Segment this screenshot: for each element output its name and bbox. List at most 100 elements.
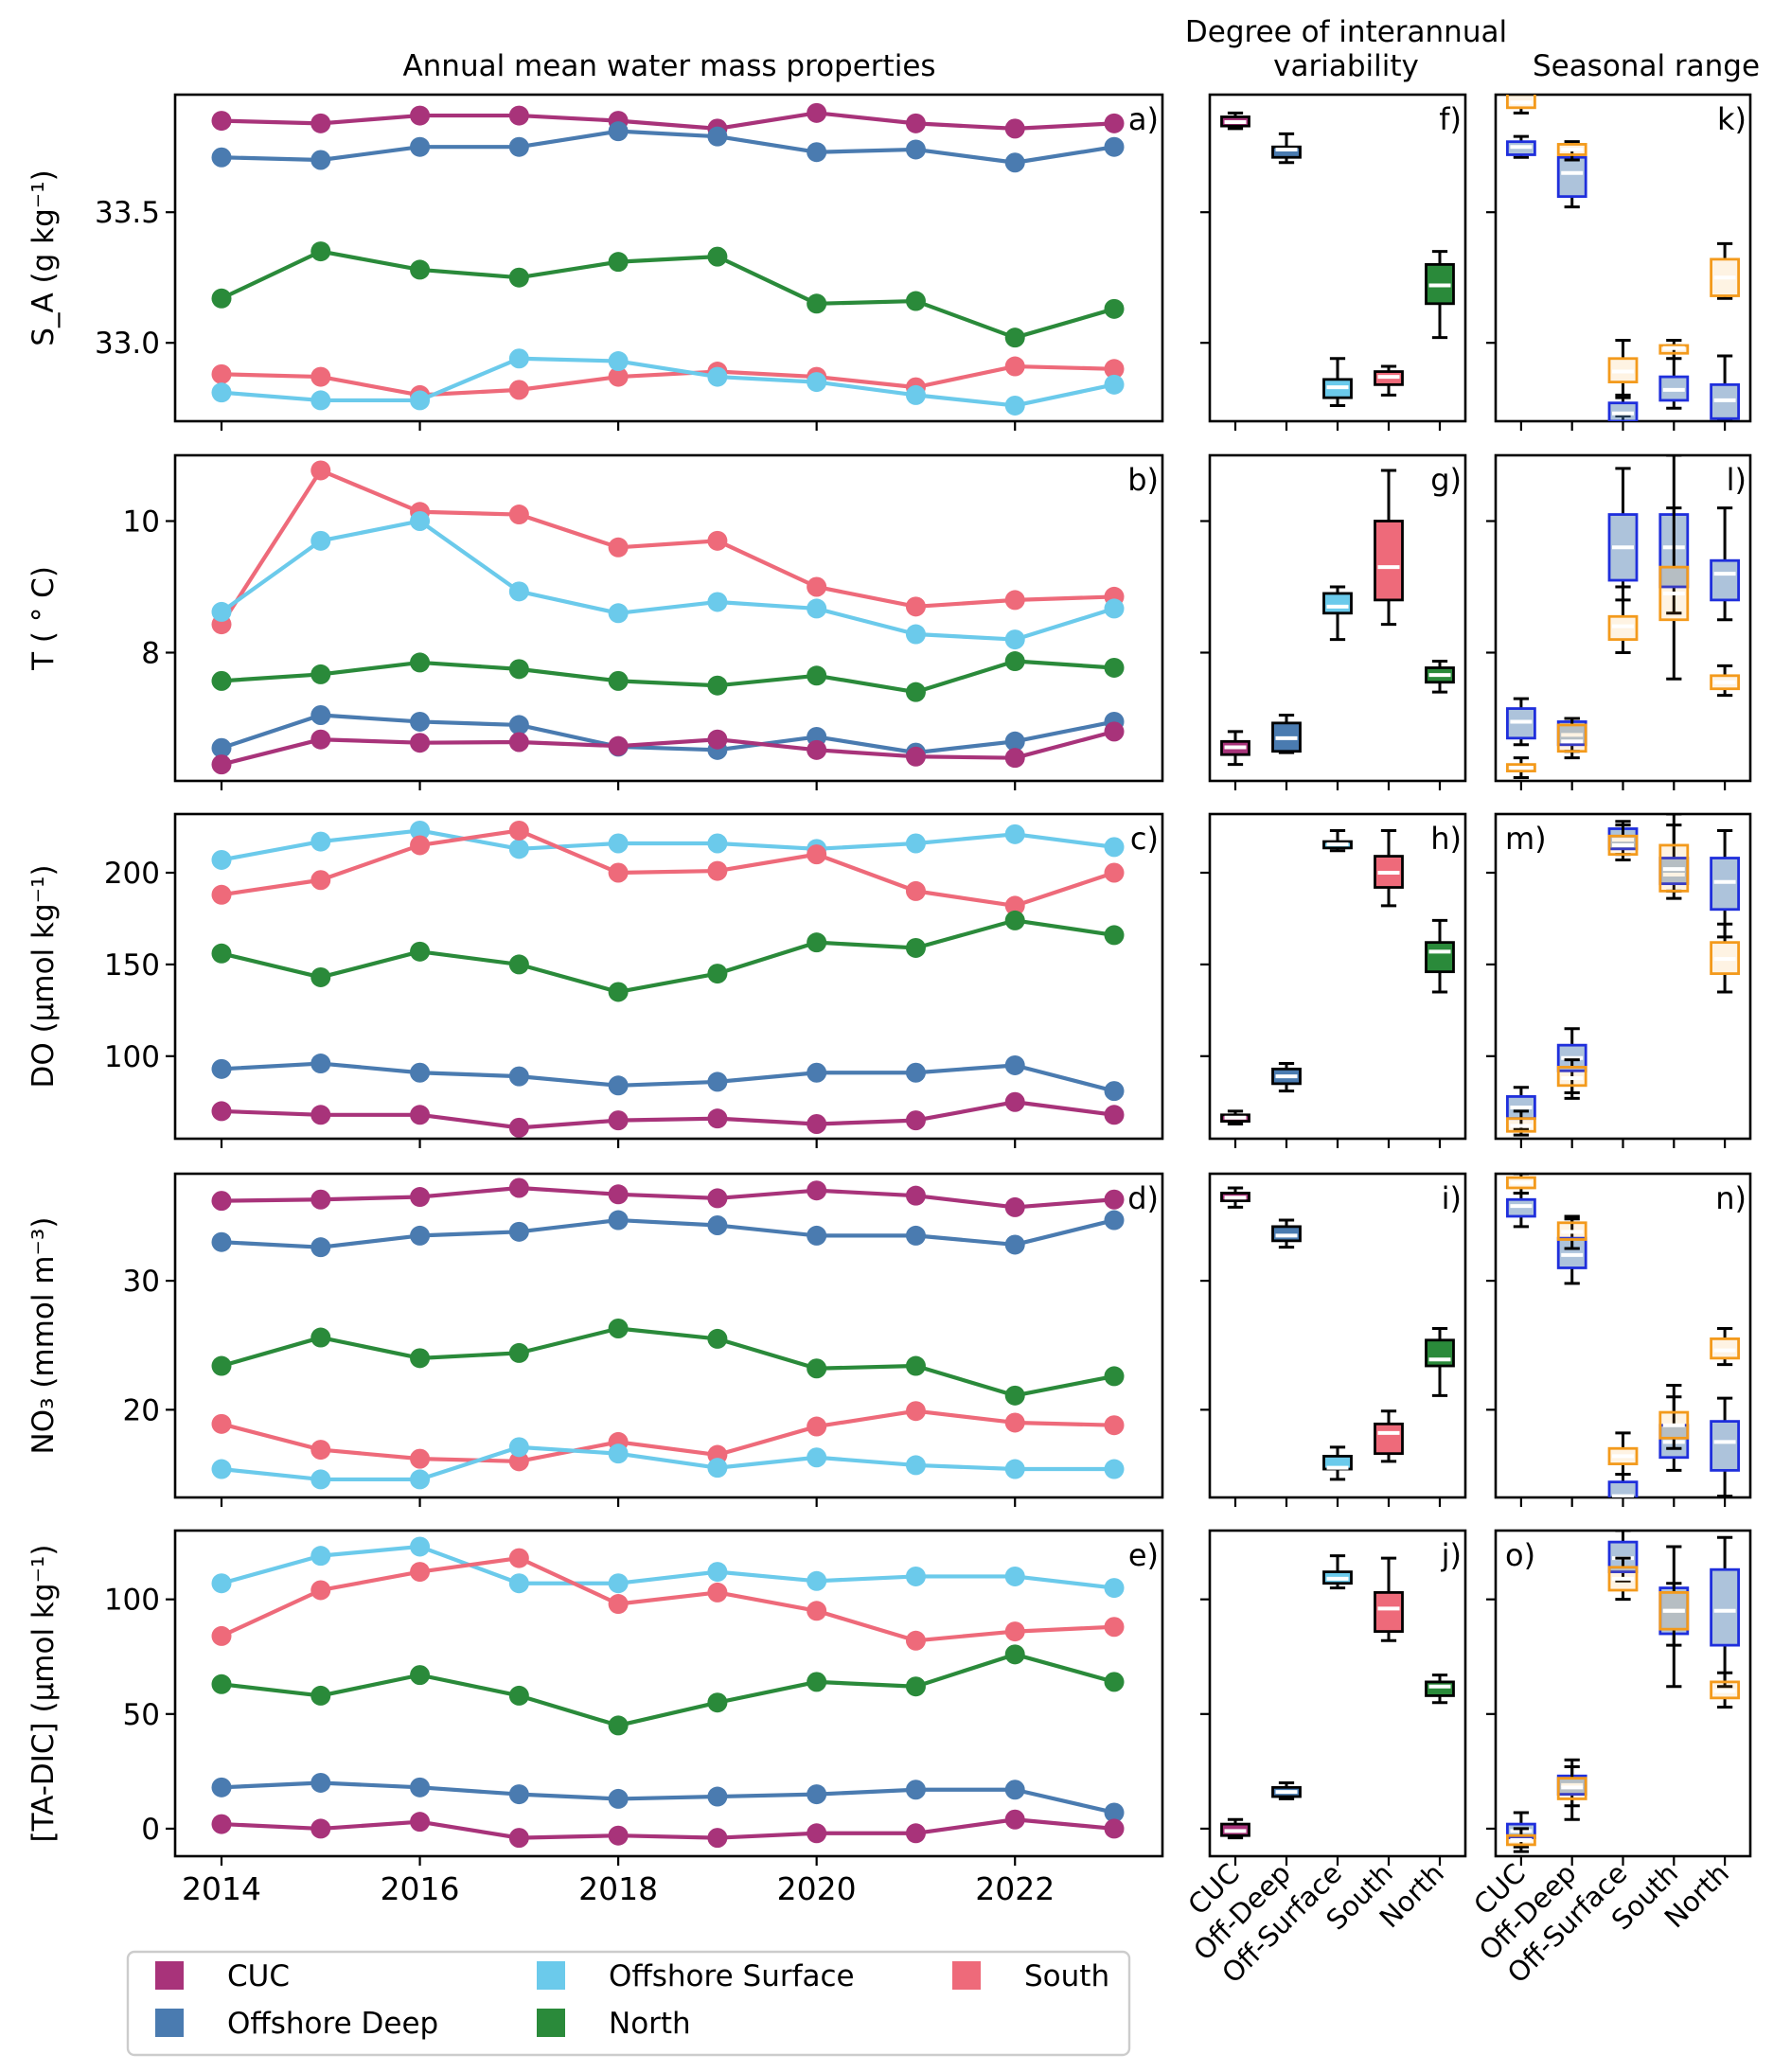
- series-line-north: [221, 1326, 1115, 1398]
- data-point-offshore-surface-2019: [707, 592, 728, 612]
- box-seasonal-cuc-blue: [1506, 134, 1536, 159]
- box-interannual-off-surface: [1322, 585, 1353, 642]
- data-point-offshore-deep-2022: [1004, 152, 1025, 173]
- data-point-offshore-deep-2019: [707, 1215, 728, 1236]
- data-point-cuc-2015: [310, 1818, 331, 1839]
- data-point-offshore-surface-2020: [807, 1570, 827, 1591]
- line-panel-1: [211, 102, 1125, 416]
- box-interannual-off-surface: [1322, 1554, 1353, 1590]
- data-point-south-2021: [905, 1630, 926, 1651]
- axes-frame-line: [173, 1529, 1164, 1858]
- data-point-north-2016: [410, 1665, 431, 1686]
- box-seasonal-south-orange: [1658, 1383, 1690, 1450]
- data-point-south-2017: [508, 505, 529, 525]
- box-interannual-off-surface: [1322, 357, 1353, 407]
- box-seasonal-cuc-blue: [1506, 1086, 1536, 1131]
- series-line-south: [221, 1555, 1115, 1643]
- data-point-cuc-2022: [1004, 1809, 1025, 1830]
- box-seasonal-south-blue: [1658, 344, 1690, 410]
- data-point-south-2018: [608, 1594, 629, 1615]
- series-line-south: [220, 468, 1115, 626]
- y-tick-label: 8: [141, 636, 160, 670]
- data-point-offshore-surface-2021: [905, 624, 926, 645]
- header-interannual-line1: Degree of interannual: [1185, 15, 1507, 49]
- box-seasonal-north-blue: [1710, 354, 1740, 421]
- data-point-north-2014: [211, 288, 232, 309]
- data-point-cuc-2014: [211, 111, 232, 132]
- data-point-offshore-surface-2015: [310, 530, 331, 551]
- header-annual-mean: Annual mean water mass properties: [402, 49, 935, 83]
- y-tick-label: 0: [141, 1813, 160, 1847]
- data-point-offshore-surface-2015: [310, 831, 331, 852]
- data-point-cuc-2019: [707, 1188, 728, 1209]
- series-line-offshore-deep: [221, 1780, 1115, 1815]
- data-point-south-2023: [1104, 359, 1125, 380]
- y-tick-label: 200: [104, 857, 160, 891]
- series-line-offshore-surface: [221, 828, 1115, 862]
- data-point-cuc-2019: [707, 729, 728, 750]
- data-point-offshore-surface-2018: [608, 1573, 629, 1594]
- box-body: [1271, 1225, 1302, 1243]
- data-point-offshore-surface-2022: [1004, 1459, 1025, 1479]
- data-point-offshore-deep-2021: [905, 1780, 926, 1800]
- data-point-offshore-deep-2018: [608, 1788, 629, 1809]
- legend-label-south: South: [1024, 1959, 1109, 1993]
- data-point-offshore-surface-2019: [707, 1562, 728, 1583]
- data-point-cuc-2014: [211, 1814, 232, 1834]
- box-interannual-cuc: [1220, 1817, 1250, 1840]
- data-point-cuc-2018: [608, 1184, 629, 1205]
- box-body: [1425, 941, 1455, 974]
- data-point-north-2015: [310, 1327, 331, 1348]
- data-point-offshore-deep-2015: [310, 150, 331, 170]
- data-point-offshore-deep-2017: [508, 1221, 529, 1242]
- data-point-offshore-deep-2022: [1004, 1780, 1025, 1800]
- data-point-offshore-deep-2015: [310, 1054, 331, 1074]
- data-point-offshore-deep-2022: [1004, 1234, 1025, 1255]
- seasonal-panel-4: [1506, 1174, 1740, 1497]
- x-tick-label-2018: 2018: [578, 1870, 658, 1907]
- panel-label: h): [1430, 821, 1462, 857]
- box-body: [1506, 1197, 1536, 1218]
- data-point-cuc-2020: [807, 102, 827, 123]
- data-point-south-2018: [608, 862, 629, 883]
- legend-swatch-north: [537, 2009, 565, 2037]
- data-point-offshore-deep-2016: [410, 711, 431, 732]
- data-point-south-2018: [608, 366, 629, 387]
- data-point-offshore-deep-2016: [410, 136, 431, 157]
- data-point-north-2018: [608, 252, 629, 273]
- data-point-offshore-surface-2023: [1104, 1459, 1125, 1479]
- data-point-offshore-deep-2015: [310, 705, 331, 726]
- data-point-cuc-2016: [410, 105, 431, 126]
- box-body: [1710, 558, 1740, 602]
- data-point-north-2014: [211, 1674, 232, 1694]
- panel-label: l): [1727, 462, 1747, 498]
- data-point-offshore-deep-2023: [1104, 136, 1125, 157]
- data-point-north-2015: [310, 966, 331, 987]
- seasonal-panel-1: [1506, 95, 1740, 421]
- data-point-south-2014: [211, 884, 232, 905]
- legend: CUC Offshore Deep Offshore Surface North…: [126, 1950, 1131, 2057]
- data-point-offshore-deep-2015: [310, 1772, 331, 1793]
- data-point-cuc-2019: [707, 1108, 728, 1129]
- data-point-offshore-surface-2019: [707, 1458, 728, 1479]
- data-point-offshore-surface-2019: [707, 366, 728, 387]
- data-point-north-2016: [410, 1348, 431, 1369]
- data-point-cuc-2015: [310, 1105, 331, 1125]
- header-seasonal-range: Seasonal range: [1533, 49, 1760, 83]
- data-point-south-2015: [310, 1440, 331, 1461]
- data-point-south-2023: [1104, 862, 1125, 883]
- data-point-north-2020: [807, 932, 827, 953]
- data-point-north-2015: [310, 664, 331, 684]
- data-point-north-2019: [707, 1328, 728, 1349]
- data-point-north-2023: [1104, 298, 1125, 319]
- data-point-north-2017: [508, 954, 529, 975]
- series-line-cuc: [221, 1185, 1115, 1210]
- box-seasonal-north-orange: [1710, 1671, 1740, 1709]
- data-point-north-2023: [1104, 1366, 1125, 1387]
- data-point-north-2016: [410, 652, 431, 673]
- series-line-north: [221, 1652, 1115, 1728]
- data-point-south-2014: [211, 1625, 232, 1646]
- data-point-north-2018: [608, 1319, 629, 1339]
- data-point-offshore-deep-2017: [508, 136, 529, 157]
- data-point-offshore-deep-2022: [1004, 731, 1025, 752]
